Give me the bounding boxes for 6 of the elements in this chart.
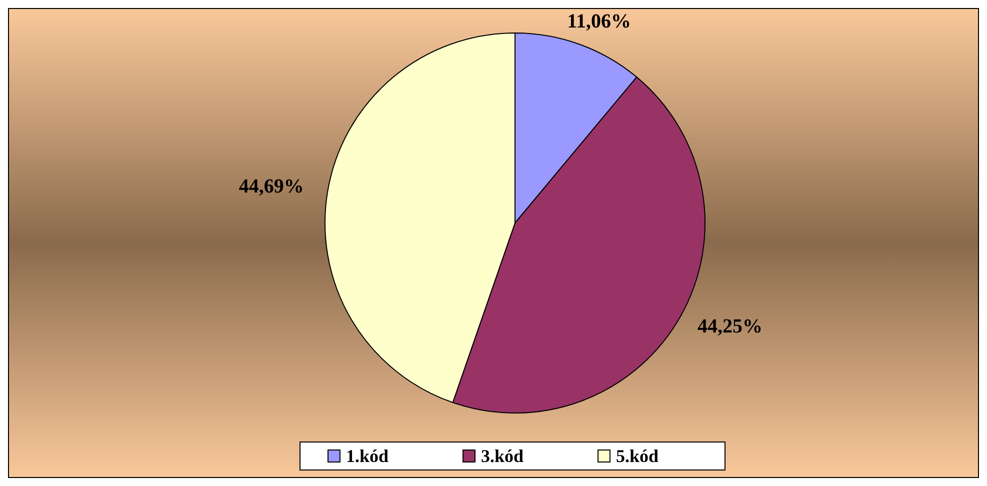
data-label: 44,69% (238, 175, 304, 198)
legend-label: 1.kód (346, 446, 389, 466)
data-label: 44,25% (698, 315, 763, 338)
data-label: 11,06% (567, 10, 632, 33)
legend-label: 3.kód (481, 446, 524, 466)
legend-label: 5.kód (616, 446, 659, 466)
